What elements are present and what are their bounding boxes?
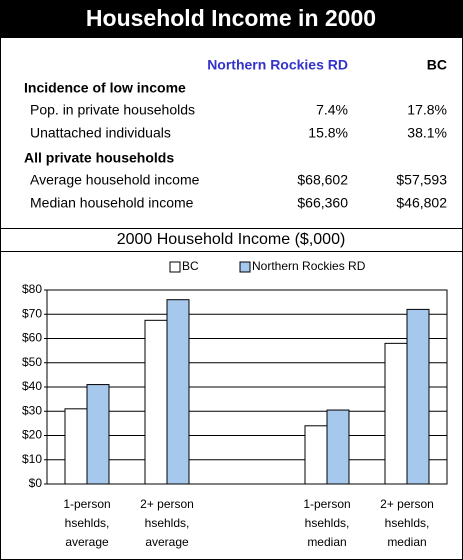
bar bbox=[166, 299, 190, 485]
y-tick-label: $10 bbox=[22, 452, 42, 466]
section-title: All private households bbox=[24, 150, 174, 166]
cell: $46,802 bbox=[396, 195, 447, 211]
legend-swatch bbox=[169, 261, 181, 273]
x-tick-label: 2+ person bbox=[140, 497, 194, 511]
cell: 38.1% bbox=[407, 125, 447, 141]
x-tick-label: 1-person bbox=[63, 497, 110, 511]
row-label: Unattached individuals bbox=[30, 125, 171, 141]
x-tick-label: hsehlds, bbox=[385, 516, 430, 530]
x-tick-label: median bbox=[307, 535, 346, 549]
cell: 17.8% bbox=[407, 102, 447, 118]
x-tick-label: 2+ person bbox=[380, 497, 434, 511]
cell: $68,602 bbox=[297, 172, 348, 188]
y-tick-label: $0 bbox=[29, 476, 43, 490]
y-tick-label: $70 bbox=[22, 306, 42, 320]
bar bbox=[144, 319, 168, 485]
x-tick-label: average bbox=[145, 535, 189, 549]
cell: 15.8% bbox=[308, 125, 348, 141]
row-label: Median household income bbox=[30, 195, 194, 211]
x-tick-label: hsehlds, bbox=[65, 516, 110, 530]
title-bar bbox=[0, 0, 463, 38]
column-header: Northern Rockies RD bbox=[207, 57, 348, 73]
cell: $57,593 bbox=[396, 172, 447, 188]
legend-label: Northern Rockies RD bbox=[252, 259, 366, 273]
y-tick-label: $60 bbox=[22, 331, 42, 345]
section-title: Incidence of low income bbox=[24, 80, 186, 96]
y-tick-label: $80 bbox=[22, 282, 42, 296]
x-tick-label: median bbox=[387, 535, 426, 549]
bar bbox=[384, 342, 408, 485]
row-label: Average household income bbox=[30, 172, 200, 188]
row-label: Pop. in private households bbox=[30, 102, 195, 118]
x-tick-label: hsehlds, bbox=[145, 516, 190, 530]
x-tick-label: hsehlds, bbox=[305, 516, 350, 530]
y-tick-label: $20 bbox=[22, 428, 42, 442]
chart-title: 2000 Household Income ($,000) bbox=[117, 231, 346, 248]
plot-area bbox=[46, 289, 448, 485]
column-header: BC bbox=[427, 57, 447, 73]
bar bbox=[304, 425, 328, 485]
cell: $66,360 bbox=[297, 195, 348, 211]
bar bbox=[64, 408, 88, 485]
x-tick-label: 1-person bbox=[303, 497, 350, 511]
legend-swatch bbox=[239, 261, 251, 273]
bar bbox=[86, 384, 110, 485]
y-tick-label: $50 bbox=[22, 355, 42, 369]
y-tick-label: $40 bbox=[22, 379, 42, 393]
cell: 7.4% bbox=[316, 102, 348, 118]
bar bbox=[406, 308, 430, 485]
y-tick-label: $30 bbox=[22, 403, 42, 417]
page-title: Household Income in 2000 bbox=[86, 5, 376, 31]
x-tick-label: average bbox=[65, 535, 109, 549]
legend-label: BC bbox=[182, 259, 199, 273]
bar bbox=[326, 409, 350, 485]
